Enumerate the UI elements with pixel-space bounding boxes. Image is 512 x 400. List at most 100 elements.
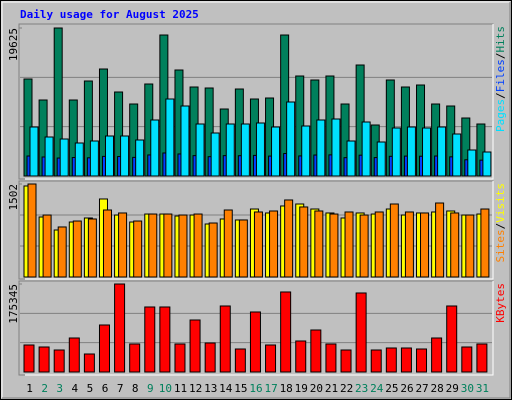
bar: [102, 209, 112, 278]
bar: [344, 211, 354, 278]
bar: [271, 126, 281, 177]
legend-separator: /: [494, 223, 507, 230]
bar: [269, 210, 279, 278]
bar: [465, 214, 475, 278]
legend: Sites/Visits: [494, 183, 507, 263]
x-tick-label: 29: [446, 382, 459, 395]
legend: KBytes: [494, 283, 507, 323]
bar: [446, 305, 458, 373]
legend-entry: Hits: [494, 26, 507, 53]
bar: [249, 311, 261, 373]
bar: [210, 132, 220, 177]
bar: [195, 123, 205, 177]
bar: [193, 213, 203, 278]
bar: [346, 140, 356, 177]
bar: [376, 141, 386, 177]
bar: [389, 203, 399, 278]
bar: [129, 343, 141, 373]
bar: [340, 349, 352, 373]
bar: [467, 149, 477, 177]
bar: [482, 151, 492, 177]
x-tick-label: 13: [204, 382, 217, 395]
y-tick-label: 1502: [7, 184, 20, 211]
bar: [44, 136, 54, 177]
x-tick-label: 15: [234, 382, 247, 395]
bar: [53, 349, 65, 373]
x-tick-label: 5: [87, 382, 94, 395]
x-tick-label: 6: [102, 382, 109, 395]
x-tick-label: 17: [264, 382, 277, 395]
bar: [480, 208, 490, 278]
chart-title: Daily usage for August 2025: [20, 8, 199, 21]
legend-separator: /: [494, 53, 507, 60]
x-tick-label: 12: [189, 382, 202, 395]
x-tick-label: 27: [415, 382, 428, 395]
bar: [89, 140, 99, 177]
bar: [461, 346, 473, 373]
legend: Pages/Files/Hits: [494, 26, 507, 132]
bar: [314, 210, 324, 278]
bar: [98, 324, 110, 373]
bar: [265, 344, 277, 373]
x-tick-label: 20: [310, 382, 323, 395]
bar: [301, 125, 311, 177]
bar: [435, 202, 445, 278]
bar: [59, 138, 69, 177]
bar: [118, 212, 128, 278]
bar: [329, 213, 339, 278]
bar: [135, 139, 145, 177]
x-tick-label: 14: [219, 382, 233, 395]
bar: [163, 213, 173, 278]
bar: [189, 319, 201, 373]
legend-entry: Pages: [494, 99, 507, 132]
bar: [72, 220, 82, 278]
bar: [404, 211, 414, 278]
x-tick-label: 8: [132, 382, 139, 395]
bar: [406, 126, 416, 177]
x-tick-label: 16: [249, 382, 262, 395]
bar: [104, 135, 114, 177]
bar: [38, 346, 50, 373]
plot-bevel: [25, 181, 494, 280]
bar: [150, 119, 160, 177]
bar: [208, 222, 218, 278]
x-tick-label: 7: [117, 382, 124, 395]
legend-entry: KBytes: [494, 283, 507, 323]
bar: [57, 226, 67, 278]
bar: [219, 305, 231, 373]
x-tick-label: 28: [431, 382, 444, 395]
bar: [416, 348, 428, 373]
bar: [295, 340, 307, 373]
x-tick-label: 1: [26, 382, 33, 395]
bar: [180, 105, 190, 177]
x-tick-label: 23: [355, 382, 368, 395]
legend-separator: /: [494, 92, 507, 99]
bar: [120, 135, 130, 177]
legend-entry: Visits: [494, 183, 507, 223]
y-tick-label: 19625: [7, 28, 20, 61]
x-tick-label: 24: [370, 382, 384, 395]
bar: [23, 344, 35, 373]
bar: [234, 348, 246, 373]
x-tick-label: 10: [159, 382, 172, 395]
bar: [225, 123, 235, 177]
x-tick-label: 2: [41, 382, 48, 395]
bar: [255, 122, 265, 177]
bar: [400, 347, 412, 373]
bar: [385, 347, 397, 373]
bar: [359, 214, 369, 278]
bar: [331, 118, 341, 177]
bar: [253, 211, 263, 278]
x-tick-label: 18: [280, 382, 293, 395]
plot-bevel: [25, 24, 494, 180]
bar: [370, 349, 382, 373]
x-tick-label: 22: [340, 382, 353, 395]
plot-bevel: [25, 281, 494, 376]
bar: [165, 98, 175, 177]
bar: [284, 199, 294, 278]
bar: [374, 211, 384, 278]
y-tick-label: 175345: [7, 284, 20, 324]
bar: [68, 337, 80, 373]
bar: [27, 183, 37, 278]
